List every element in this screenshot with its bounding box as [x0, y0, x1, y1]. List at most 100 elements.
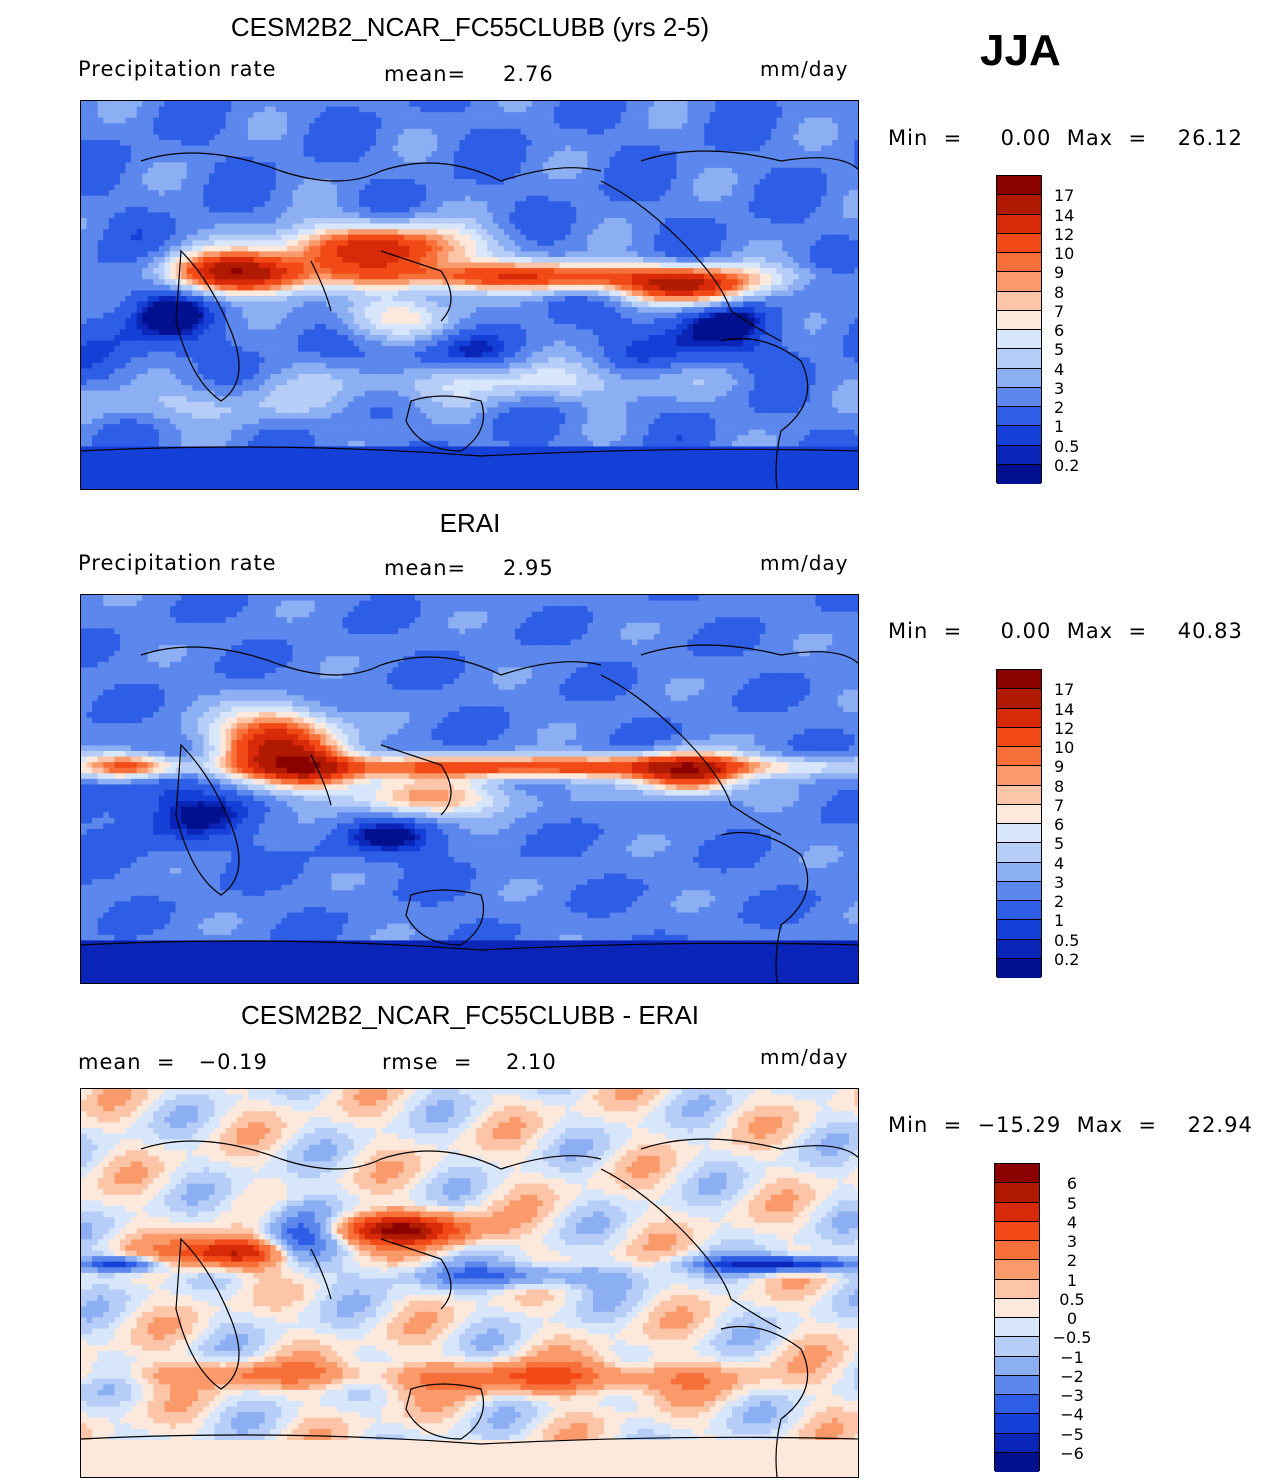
map-cell	[615, 112, 622, 119]
map-cell	[642, 268, 650, 275]
map-cell	[492, 151, 499, 158]
map-cell	[631, 273, 639, 280]
map-cell	[826, 112, 833, 119]
map-cell	[837, 145, 844, 152]
map-cell	[620, 145, 627, 152]
map-cell	[420, 206, 427, 214]
map-cell	[832, 262, 839, 269]
map-cell	[147, 212, 154, 219]
map-cell	[320, 140, 327, 147]
map-cell	[743, 206, 750, 214]
map-cell	[147, 173, 154, 180]
map-cell	[309, 112, 316, 119]
map-cell	[804, 240, 811, 247]
map-cell	[381, 112, 388, 119]
map-cell	[748, 128, 755, 136]
map-cell	[364, 162, 371, 169]
map-cell	[208, 245, 216, 253]
map-cell	[375, 151, 383, 158]
map-cell	[164, 101, 171, 108]
map-cell	[659, 257, 666, 264]
map-cell	[119, 156, 127, 163]
map-cell	[364, 290, 371, 297]
map-cell	[542, 206, 549, 214]
map-cell	[220, 206, 227, 214]
map-cell	[119, 279, 127, 286]
map-cell	[648, 151, 655, 158]
map-cell	[492, 284, 499, 292]
map-cell	[854, 151, 858, 158]
map-cell	[598, 190, 605, 197]
map-cell	[453, 167, 460, 175]
map-cell	[264, 279, 271, 286]
map-cell	[214, 167, 221, 175]
map-cell	[843, 262, 850, 269]
map-cell	[637, 106, 644, 113]
map-cell	[693, 195, 700, 202]
map-cell	[498, 123, 505, 130]
map-cell	[570, 128, 577, 136]
map-cell	[498, 128, 505, 136]
map-cell	[298, 206, 305, 214]
map-cell	[236, 145, 243, 152]
map-cell	[364, 140, 371, 147]
map-cell	[225, 156, 232, 163]
map-cell	[637, 268, 644, 275]
map-cell	[631, 290, 639, 297]
map-cell	[108, 173, 115, 180]
map-cell	[821, 290, 828, 297]
map-cell	[581, 128, 588, 136]
map-cell	[520, 156, 527, 163]
map-cell	[487, 145, 494, 152]
map-cell	[181, 290, 188, 297]
map-cell	[275, 179, 282, 186]
map-cell	[787, 167, 794, 175]
map-cell	[620, 140, 627, 147]
map-cell	[81, 245, 88, 253]
map-cell	[259, 101, 266, 108]
map-cell	[693, 245, 700, 253]
map-cell	[314, 245, 321, 253]
map-cell	[720, 195, 728, 202]
map-cell	[542, 296, 549, 303]
map-cell	[81, 218, 88, 225]
map-cell	[565, 279, 572, 286]
map-cell	[587, 190, 594, 197]
map-cell	[448, 145, 455, 152]
map-cell	[175, 112, 182, 119]
map-cell	[492, 206, 499, 214]
map-cell	[197, 273, 205, 280]
map-cell	[147, 179, 154, 186]
map-cell	[359, 279, 366, 286]
map-cell	[581, 229, 588, 236]
map-cell	[353, 290, 360, 297]
map-cell	[615, 179, 622, 186]
map-cell	[592, 195, 600, 202]
map-cell	[320, 167, 327, 175]
map-cell	[609, 206, 616, 214]
map-cell	[370, 245, 377, 253]
map-cell	[197, 245, 205, 253]
map-cell	[726, 262, 733, 269]
map-cell	[509, 123, 516, 130]
map-cell	[437, 134, 444, 141]
map-cell	[131, 240, 138, 247]
map-cell	[604, 240, 611, 247]
map-cell	[681, 128, 689, 136]
map-cell	[153, 234, 160, 241]
map-cell	[164, 273, 171, 280]
map-cell	[420, 229, 427, 236]
map-cell	[665, 218, 672, 225]
map-cell	[704, 290, 711, 297]
map-cell	[565, 101, 572, 108]
map-cell	[503, 190, 511, 197]
map-cell	[854, 106, 858, 113]
map-cell	[665, 251, 672, 258]
map-cell	[848, 195, 856, 202]
map-cell	[247, 284, 255, 292]
map-cell	[626, 229, 633, 236]
map-cell	[542, 218, 549, 225]
map-cell	[720, 262, 728, 269]
map-cell	[331, 296, 338, 303]
map-cell	[431, 179, 438, 186]
